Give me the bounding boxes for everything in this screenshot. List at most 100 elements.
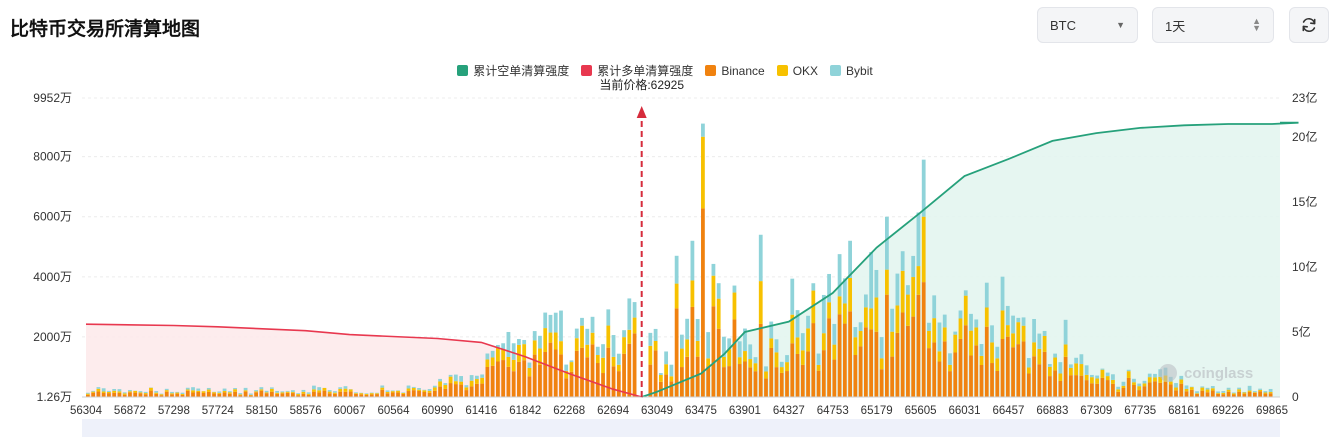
bar-bybit (354, 392, 358, 394)
bar-okx (1132, 382, 1136, 385)
bar-binance (296, 395, 301, 397)
bar-bybit (159, 393, 164, 395)
bar-binance (1042, 351, 1047, 397)
bar-okx (1079, 364, 1084, 376)
legend-item-binance[interactable]: Binance (705, 62, 765, 79)
x-tick-label: 62268 (553, 405, 585, 417)
bar-okx (658, 374, 663, 382)
x-tick-label: 63475 (685, 405, 717, 417)
coin-select[interactable]: BTC ▼ (1037, 7, 1138, 43)
bar-bybit (764, 366, 768, 372)
bar-okx (737, 357, 742, 365)
bar-binance (1153, 381, 1157, 397)
legend-item-bybit[interactable]: Bybit (830, 62, 873, 79)
bar-binance (963, 325, 968, 397)
bar-bybit (233, 388, 237, 390)
bar-binance (753, 371, 758, 397)
refresh-button[interactable] (1289, 7, 1329, 43)
bar-bybit (107, 390, 111, 392)
bar-okx (406, 388, 411, 392)
bar-okx (743, 351, 747, 362)
range-select-value: 1天 (1165, 18, 1186, 34)
bar-okx (317, 390, 322, 393)
bar-binance (974, 345, 979, 397)
legend-item-long[interactable]: 累计多单清算强度 (581, 62, 693, 79)
bar-bybit (1226, 387, 1231, 390)
bar-bybit (306, 392, 311, 394)
bar-binance (322, 390, 327, 397)
bar-bybit (1032, 318, 1036, 343)
bar-binance (1111, 383, 1115, 397)
bar-okx (417, 389, 421, 391)
bar-okx (453, 381, 458, 385)
bar-binance (885, 294, 889, 397)
bar-okx (1116, 389, 1121, 392)
bar-binance (348, 391, 353, 397)
x-tick-label: 60990 (421, 405, 453, 417)
bar-binance (469, 386, 474, 397)
bar-binance (354, 393, 358, 397)
bar-okx (727, 349, 732, 367)
legend-item-short[interactable]: 累计空单清算强度 (457, 62, 569, 79)
bar-okx (1237, 389, 1241, 392)
y-left-tick-label: 9952万 (33, 91, 72, 105)
bar-bybit (748, 344, 753, 360)
bar-binance (779, 372, 784, 397)
bar-bybit (932, 295, 937, 319)
bar-okx (701, 136, 705, 209)
bar-okx (674, 283, 679, 309)
y-right-tick-label: 15亿 (1292, 194, 1317, 209)
bar-okx (627, 329, 632, 344)
bar-binance (301, 393, 306, 397)
legend-item-okx[interactable]: OKX (776, 62, 818, 79)
bar-okx (1231, 393, 1236, 395)
bar-bybit (154, 391, 159, 393)
bar-bybit (1079, 354, 1084, 365)
bar-okx (348, 389, 353, 392)
bar-bybit (674, 255, 679, 284)
bar-okx (953, 334, 958, 353)
bar-binance (380, 389, 385, 397)
bar-okx (538, 348, 542, 365)
x-tick-label: 65179 (861, 405, 893, 417)
bar-bybit (196, 388, 201, 391)
bar-okx (496, 347, 500, 362)
bar-binance (248, 395, 253, 397)
bar-binance (86, 394, 90, 397)
bar-bybit (380, 385, 385, 388)
bar-bybit (1268, 388, 1273, 393)
bar-okx (806, 328, 810, 352)
range-select[interactable]: 1天 ▲ ▼ (1152, 7, 1274, 43)
bar-bybit (921, 159, 926, 217)
bar-bybit (664, 351, 669, 365)
chart-legend: 累计空单清算强度 累计多单清算强度 Binance OKX Bybit (0, 62, 1330, 79)
bar-okx (233, 389, 237, 392)
y-right-tick-label: 5亿 (1292, 324, 1311, 339)
bar-okx (322, 387, 327, 391)
bar-bybit (296, 393, 301, 395)
bar-bybit (538, 335, 542, 349)
bar-bybit (942, 314, 947, 328)
bar-okx (480, 377, 485, 384)
bar-bybit (138, 391, 143, 393)
bar-bybit (1011, 315, 1015, 334)
bar-okx (821, 333, 826, 351)
bar-bybit (459, 376, 463, 382)
bar-binance (674, 308, 679, 397)
bar-bybit (1252, 391, 1257, 393)
bar-bybit (1068, 364, 1073, 368)
bar-binance (448, 383, 453, 397)
bar-okx (979, 355, 984, 365)
bar-okx (180, 394, 185, 395)
bar-binance (1026, 373, 1031, 397)
bar-bybit (1132, 378, 1136, 383)
bar-bybit (753, 357, 758, 364)
bar-binance (474, 383, 479, 397)
bar-bybit (863, 294, 868, 308)
bar-okx (227, 392, 232, 394)
bar-bybit (974, 319, 979, 328)
y-left-tick-label: 2000万 (33, 330, 72, 344)
bar-binance (559, 354, 563, 397)
bar-bybit (827, 273, 831, 303)
bar-binance (485, 366, 490, 397)
